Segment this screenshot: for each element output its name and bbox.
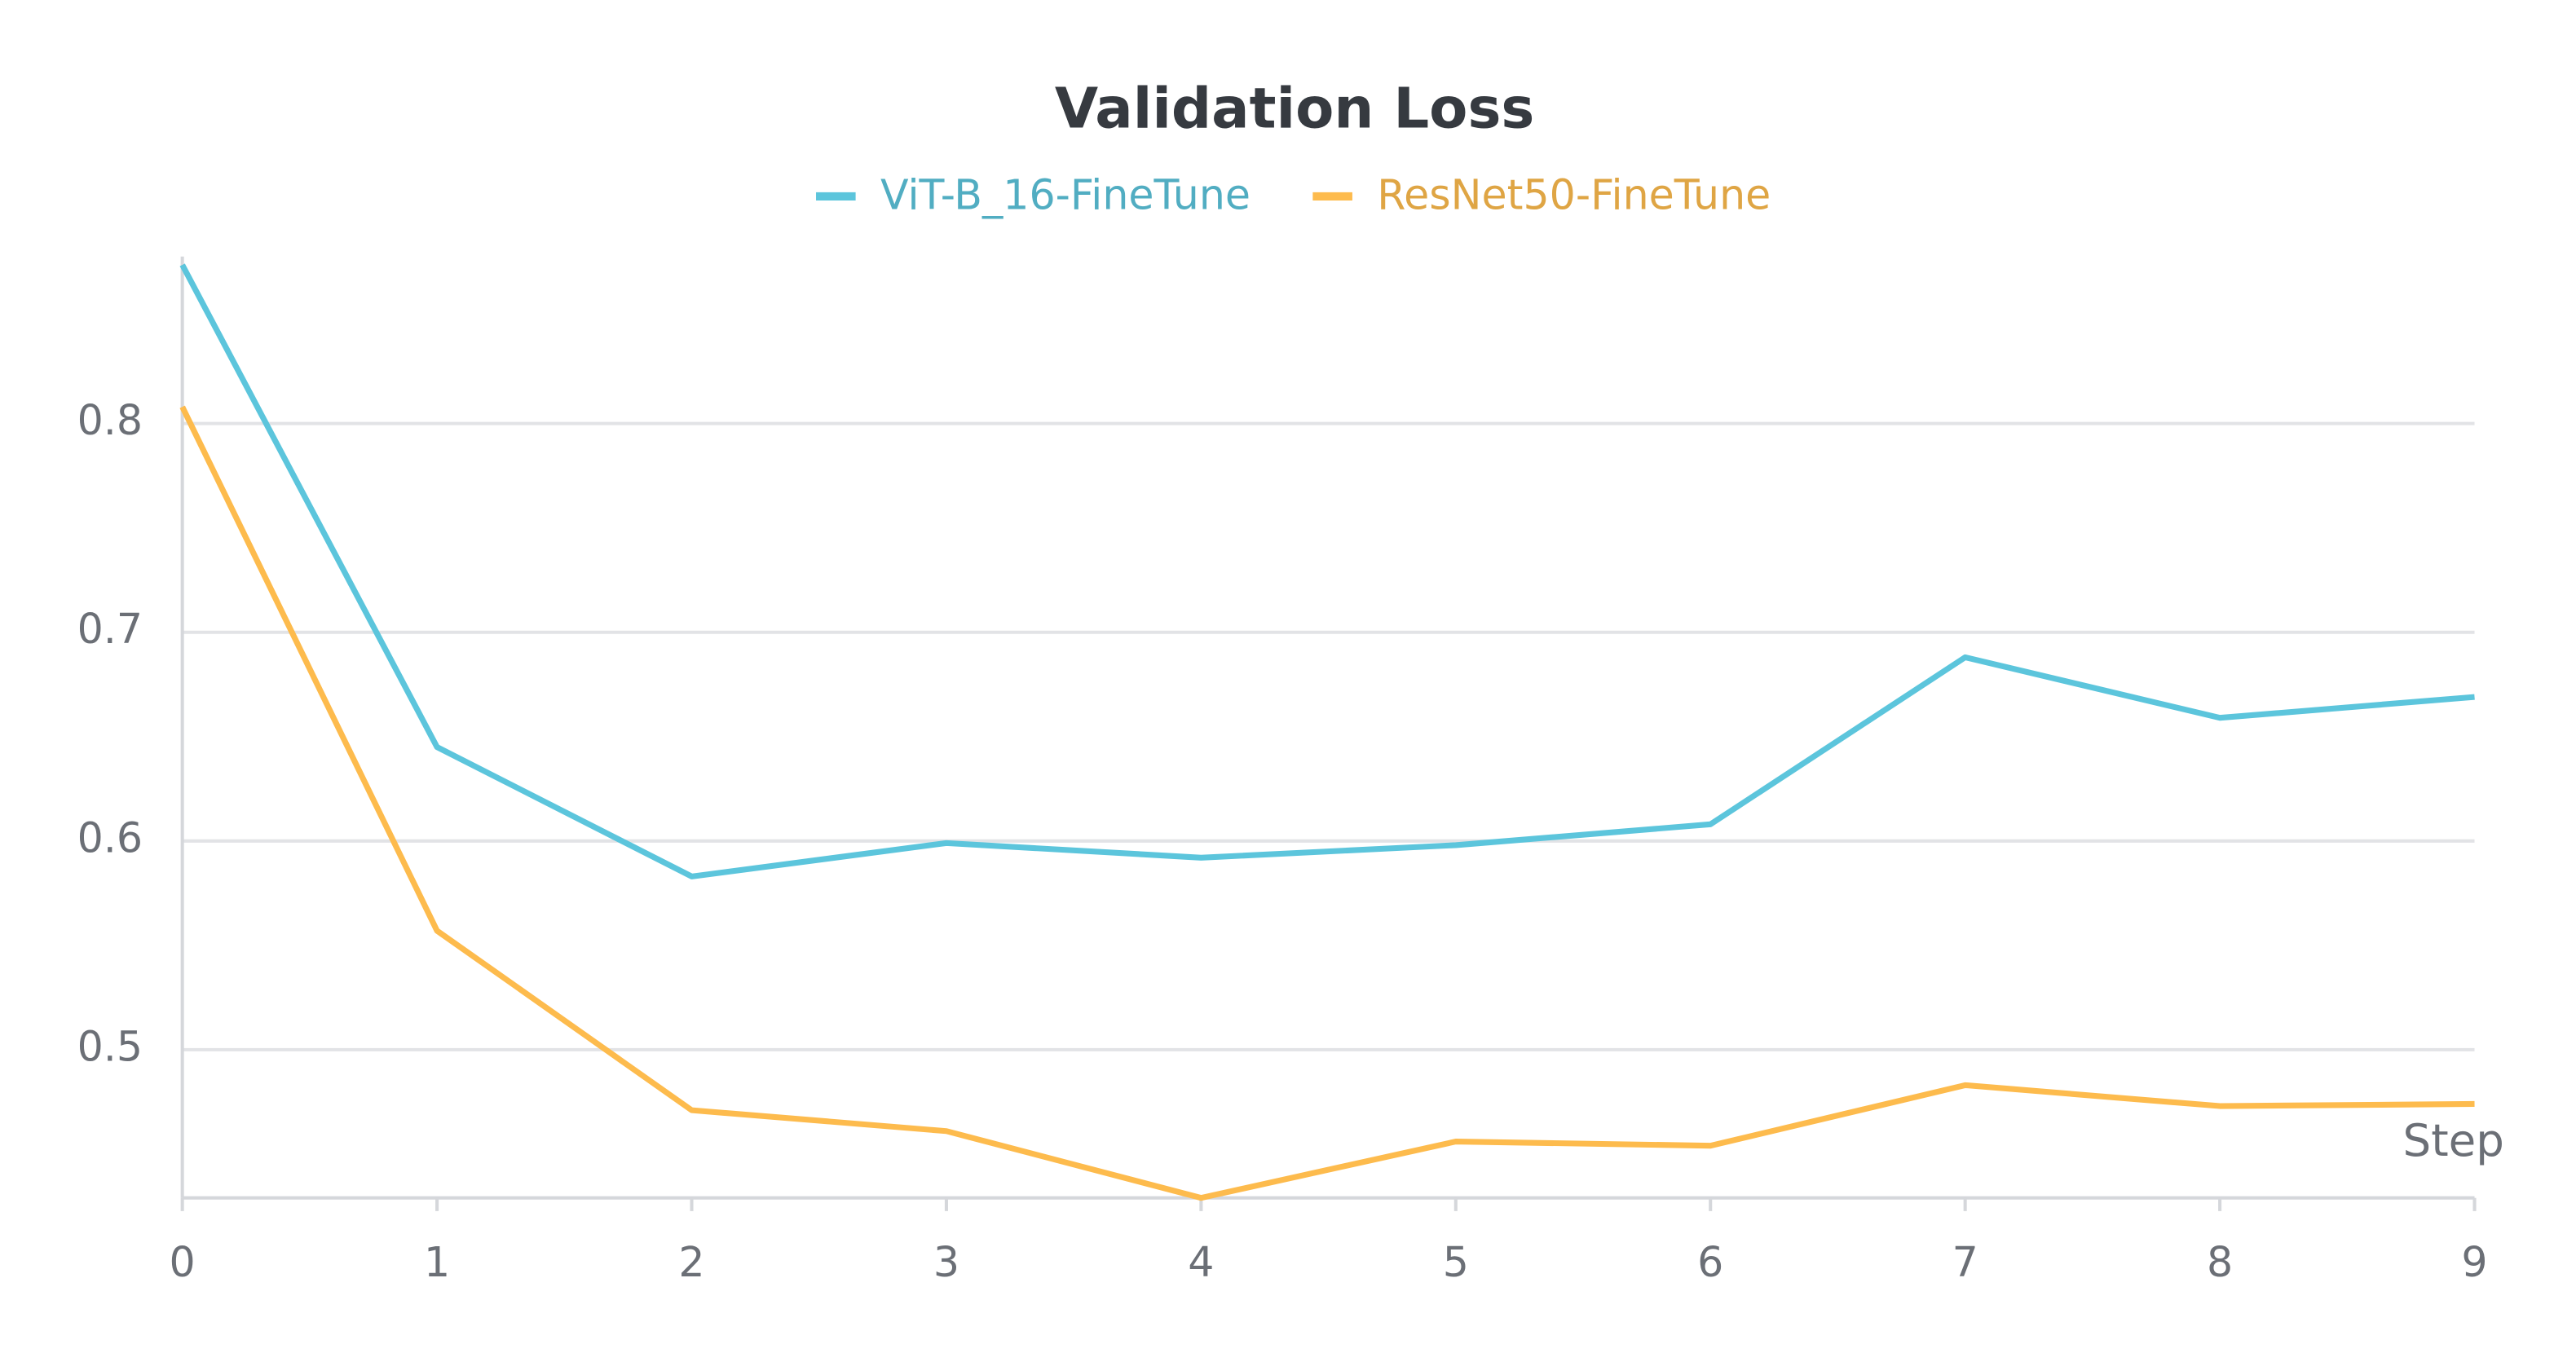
x-tick-label: 7 [1952,1238,1978,1286]
y-tick-label: 0.8 [77,396,143,444]
y-tick-label: 0.6 [77,813,143,862]
legend-label: ResNet50-FineTune [1377,170,1771,218]
x-tick-label: 4 [1188,1238,1214,1286]
legend-label: ViT-B_16-FineTune [880,170,1251,218]
x-tick-label: 3 [933,1238,959,1286]
x-tick-label: 8 [2207,1238,2233,1286]
x-tick-label: 0 [170,1238,196,1286]
x-tick-label: 6 [1697,1238,1723,1286]
y-tick-label: 0.5 [77,1022,143,1070]
series-line [179,263,2475,879]
series-line [179,405,2475,1201]
y-tick-label: 0.7 [77,605,143,653]
x-tick-label: 5 [1443,1238,1469,1286]
chart-title: Validation Loss [1055,77,1535,142]
x-tick-label: 9 [2461,1238,2487,1286]
x-tick-label: 2 [678,1238,704,1286]
x-tick-label: 1 [424,1238,450,1286]
x-axis-label: Step [2403,1114,2504,1166]
